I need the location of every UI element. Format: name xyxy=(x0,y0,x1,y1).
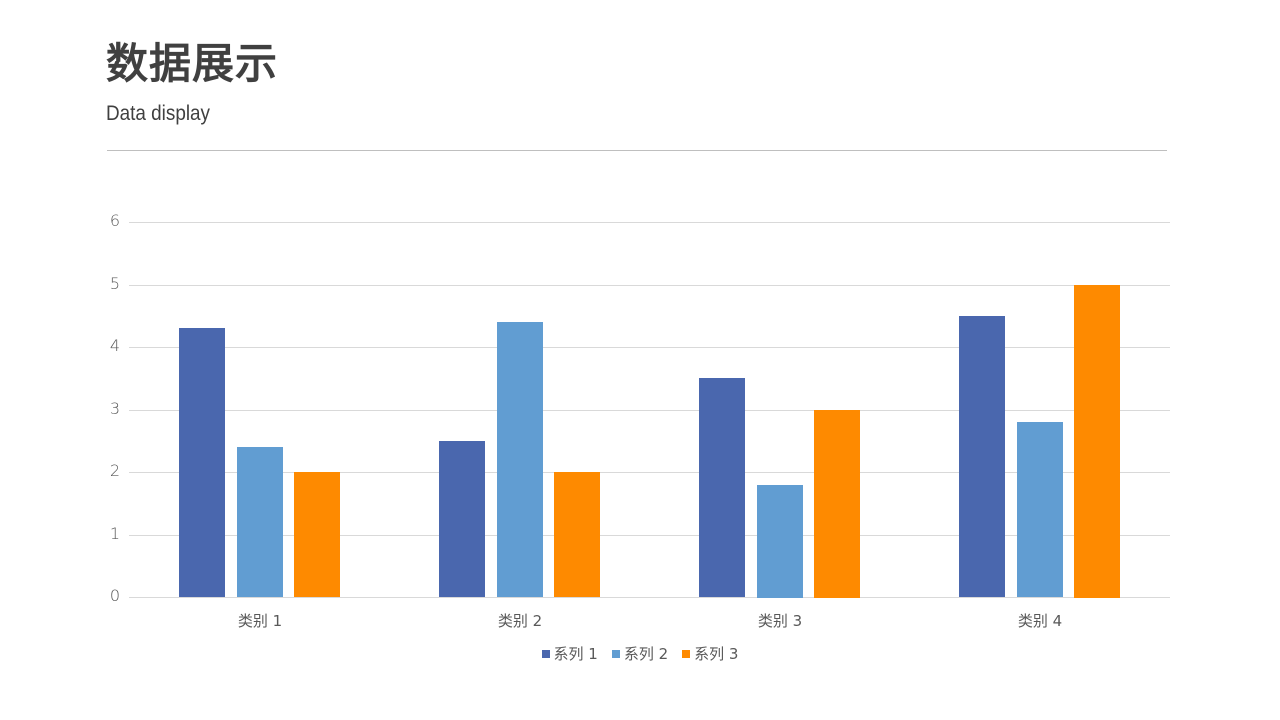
header-divider xyxy=(107,150,1167,151)
legend-label: 系列 3 xyxy=(694,645,739,663)
bar-series-2-category-4 xyxy=(1017,422,1063,597)
bar-series-1-category-1 xyxy=(179,328,225,597)
gridline xyxy=(129,285,1170,286)
bar-series-1-category-4 xyxy=(959,316,1005,597)
x-axis-category-label: 类别 4 xyxy=(1017,612,1063,630)
bar-series-3-category-1 xyxy=(294,472,340,597)
gridline xyxy=(129,535,1170,536)
bar-series-1-category-3 xyxy=(699,378,745,597)
legend-swatch-icon xyxy=(541,649,550,658)
bar-series-3-category-4 xyxy=(1074,285,1120,598)
legend-item-series-3: 系列 3 xyxy=(682,643,738,664)
y-axis-tick-label: 0 xyxy=(109,586,120,605)
bar-series-2-category-2 xyxy=(497,322,543,597)
y-axis-tick-label: 3 xyxy=(109,399,120,418)
page-subtitle: Data display xyxy=(106,102,211,125)
bar-series-3-category-2 xyxy=(554,472,600,597)
legend-label: 系列 1 xyxy=(553,645,598,663)
gridline xyxy=(129,222,1170,223)
bar-series-3-category-3 xyxy=(814,410,860,598)
legend-item-series-1: 系列 1 xyxy=(541,643,598,664)
legend-swatch-icon xyxy=(611,649,620,658)
x-axis-category-label: 类别 2 xyxy=(497,612,543,630)
gridline xyxy=(129,410,1170,411)
chart-legend: 系列 1 系列 2 系列 3 xyxy=(0,643,1280,664)
x-axis-category-label: 类别 1 xyxy=(237,612,283,630)
x-axis-category-label: 类别 3 xyxy=(757,612,803,630)
y-axis-tick-label: 2 xyxy=(109,461,120,480)
page-title: 数据展示 xyxy=(106,39,279,88)
y-axis-tick-label: 1 xyxy=(109,524,120,543)
gridline xyxy=(129,472,1170,473)
bar-series-2-category-1 xyxy=(237,447,283,597)
legend-label: 系列 2 xyxy=(623,645,669,663)
gridline xyxy=(129,597,1170,598)
bar-series-2-category-3 xyxy=(757,485,803,598)
y-axis-tick-label: 6 xyxy=(109,211,120,230)
y-axis-tick-label: 5 xyxy=(109,274,120,293)
legend-item-series-2: 系列 2 xyxy=(611,643,669,664)
legend-swatch-icon xyxy=(682,649,691,658)
y-axis-tick-label: 4 xyxy=(109,336,120,355)
bar-series-1-category-2 xyxy=(439,441,485,597)
gridline xyxy=(129,347,1170,348)
